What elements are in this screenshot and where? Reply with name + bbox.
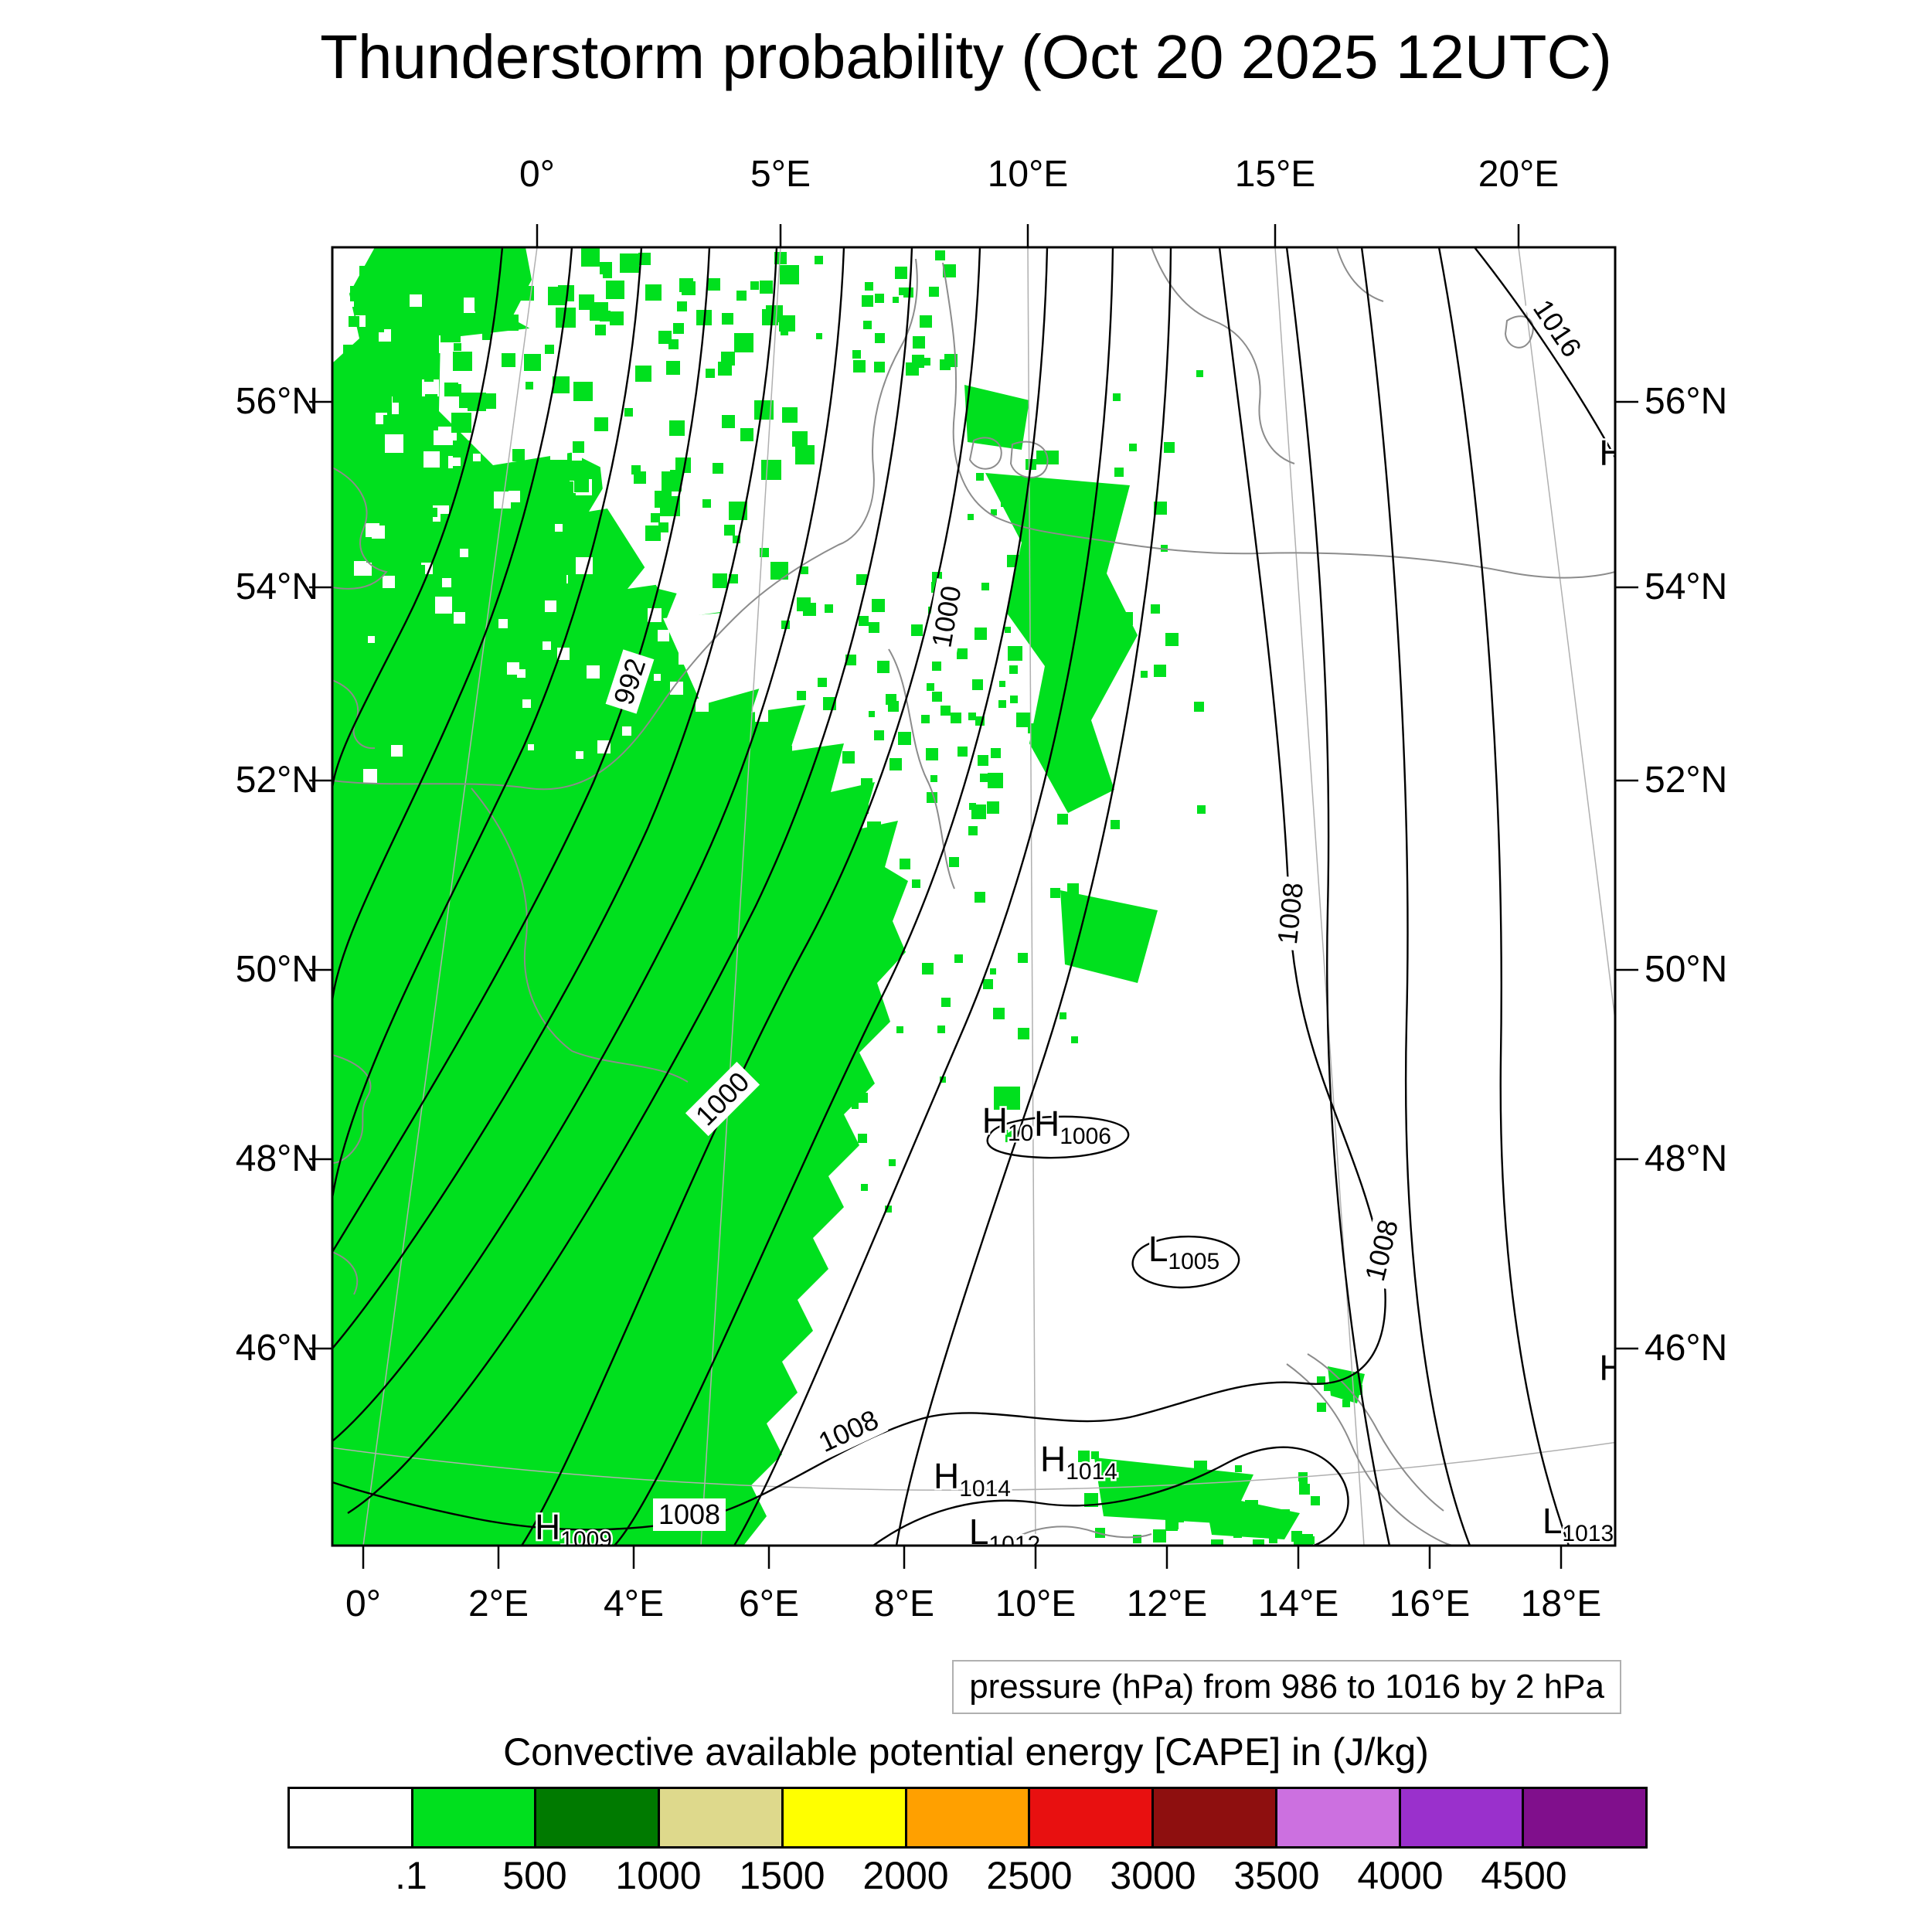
axis-tick-label: 14°E [1257,1583,1339,1624]
contour-label: 1008 [1270,876,1311,951]
axis-tick-label: 8°E [874,1583,934,1624]
axis-tick-label: 18°E [1520,1583,1602,1624]
pressure-center-h: H1014 [934,1456,1011,1502]
colorbar-title: Convective available potential energy [C… [503,1730,1429,1774]
contour-label: 1000 [924,578,969,655]
contour-label: 1008 [1357,1211,1406,1290]
colorbar-cell [1524,1789,1646,1846]
colorbar-cell [1277,1789,1401,1846]
axis-tick-label: 50°N [235,949,318,990]
axis-tick-label: 2°E [468,1583,529,1624]
map-frame [331,246,1617,1547]
svg-text:1000: 1000 [925,583,967,650]
colorbar-tick-label: 1500 [739,1854,825,1897]
axis-tick-label: 54°N [1645,566,1728,607]
axis-tick-label: 15°E [1234,154,1316,195]
colorbar-tick-label: 3000 [1110,1854,1196,1897]
axis-tick-label: 56°N [235,381,318,422]
colorbar-cell [413,1789,537,1846]
colorbar-tick-label: 4000 [1357,1854,1444,1897]
colorbar-cell [1030,1789,1155,1846]
colorbar-tick-label: 1000 [615,1854,702,1897]
axis-tick-label: 0° [345,1583,381,1624]
colorbar-cell [1400,1789,1525,1846]
axis-tick-label: 50°N [1645,949,1728,990]
colorbar-tick-label: .1 [395,1854,427,1897]
colorbar-tick-label: 4500 [1481,1854,1567,1897]
colorbar-cell [536,1789,661,1846]
cape-shading-layer [332,247,1365,1546]
pressure-center-l: L1013 [1543,1501,1614,1546]
pressure-center-h: H1006 [1034,1104,1111,1149]
axis-tick-label: 48°N [235,1138,318,1179]
colorbar-tick-label: 2500 [986,1854,1073,1897]
svg-text:1008: 1008 [1359,1216,1404,1284]
axis-tick-label: 46°N [1645,1328,1728,1369]
axis-tick-label: 6°E [739,1583,799,1624]
axis-tick-label: 10°E [987,154,1069,195]
pressure-center-h: H [1599,433,1624,473]
contour-label: 1008 [653,1498,726,1531]
axis-tick-label: 10°E [995,1583,1077,1624]
colorbar-cell [660,1789,784,1846]
colorbar-cell [290,1789,413,1846]
colorbar-cell [783,1789,907,1846]
colorbar-tick-label: 500 [502,1854,567,1897]
axis-tick-label: 0° [519,154,555,195]
colorbar-cell [906,1789,1031,1846]
colorbar-cell [1154,1789,1277,1846]
axis-tick-label: 54°N [235,566,318,607]
svg-text:1008: 1008 [658,1498,720,1530]
graticule-layer [332,247,1615,1546]
cape-colorbar [287,1787,1648,1849]
axis-tick-label: 52°N [235,760,318,801]
axis-tick-label: 4°E [604,1583,664,1624]
colorbar-tick-label: 2000 [862,1854,949,1897]
axis-tick-label: 52°N [1645,760,1728,801]
axis-tick-label: 48°N [1645,1138,1728,1179]
axis-tick-label: 56°N [1645,381,1728,422]
pressure-center-h: H1014 [1040,1439,1117,1485]
axis-tick-label: 12°E [1126,1583,1208,1624]
coastlines-layer [332,247,1615,1546]
axis-tick-label: 20°E [1478,154,1560,195]
pressure-center-l: L1012 [969,1512,1040,1557]
axis-tick-label: 16°E [1389,1583,1471,1624]
pressure-center-l: L1005 [1148,1229,1219,1274]
pressure-contours-layer [332,247,1615,1546]
axis-tick-label: 46°N [235,1328,318,1369]
svg-text:1008: 1008 [1271,881,1309,946]
axis-tick-label: 5°E [750,154,811,195]
page-title: Thunderstorm probability (Oct 20 2025 12… [320,22,1612,91]
pressure-center-h: H [1599,1348,1624,1388]
axis-ticks [309,224,1638,1569]
pressure-caption: pressure (hPa) from 986 to 1016 by 2 hPa [952,1660,1621,1714]
colorbar-tick-label: 3500 [1233,1854,1320,1897]
contour-label: 1008 [808,1401,889,1461]
